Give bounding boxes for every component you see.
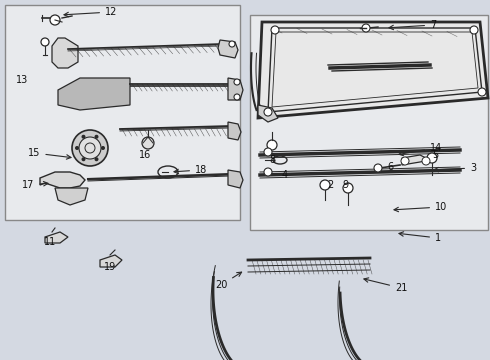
Polygon shape	[402, 155, 430, 165]
Text: 17: 17	[22, 180, 48, 190]
Circle shape	[95, 157, 98, 161]
Circle shape	[362, 24, 370, 32]
Text: 14: 14	[399, 143, 442, 156]
Bar	[250, 15, 488, 230]
Circle shape	[422, 157, 430, 165]
Polygon shape	[52, 38, 78, 68]
Circle shape	[229, 41, 235, 47]
Circle shape	[81, 157, 85, 161]
Text: 19: 19	[104, 262, 116, 272]
Circle shape	[264, 168, 272, 176]
Text: 2: 2	[327, 180, 333, 190]
Circle shape	[79, 137, 101, 159]
Circle shape	[75, 146, 79, 150]
Polygon shape	[40, 172, 85, 188]
Polygon shape	[228, 78, 243, 100]
Circle shape	[374, 164, 382, 172]
Text: 21: 21	[364, 278, 407, 293]
Circle shape	[101, 146, 105, 150]
Text: 15: 15	[28, 148, 71, 159]
Polygon shape	[55, 188, 88, 205]
Circle shape	[470, 26, 478, 34]
Text: 1: 1	[399, 232, 441, 243]
Circle shape	[264, 148, 272, 156]
Polygon shape	[45, 232, 68, 243]
Text: 11: 11	[44, 237, 56, 247]
Text: 12: 12	[64, 7, 118, 17]
Circle shape	[343, 183, 353, 193]
Circle shape	[478, 88, 486, 96]
Circle shape	[234, 79, 240, 85]
Polygon shape	[258, 22, 488, 118]
Polygon shape	[228, 170, 243, 188]
Circle shape	[234, 94, 240, 100]
Circle shape	[427, 153, 437, 163]
Circle shape	[401, 157, 409, 165]
Bar	[5, 5, 240, 220]
Text: 20: 20	[215, 272, 242, 290]
Text: 10: 10	[394, 202, 447, 212]
Circle shape	[41, 38, 49, 46]
Circle shape	[50, 15, 60, 25]
Polygon shape	[258, 105, 278, 122]
Text: 16: 16	[139, 150, 151, 160]
Circle shape	[320, 180, 330, 190]
Circle shape	[81, 135, 85, 139]
Circle shape	[142, 137, 154, 149]
Text: 7: 7	[389, 20, 436, 30]
Text: 8: 8	[269, 155, 275, 165]
Polygon shape	[100, 255, 122, 267]
Polygon shape	[218, 40, 238, 58]
Text: 4: 4	[282, 170, 288, 180]
Text: 9: 9	[342, 180, 348, 190]
Polygon shape	[58, 78, 130, 110]
Circle shape	[95, 135, 98, 139]
Text: 6: 6	[387, 162, 393, 172]
Circle shape	[72, 130, 108, 166]
Circle shape	[264, 108, 272, 116]
Text: 18: 18	[174, 165, 207, 175]
Text: 13: 13	[16, 75, 28, 85]
Text: 3: 3	[434, 163, 476, 173]
Text: 5: 5	[432, 150, 438, 160]
Polygon shape	[228, 122, 241, 140]
Circle shape	[271, 26, 279, 34]
Circle shape	[267, 140, 277, 150]
